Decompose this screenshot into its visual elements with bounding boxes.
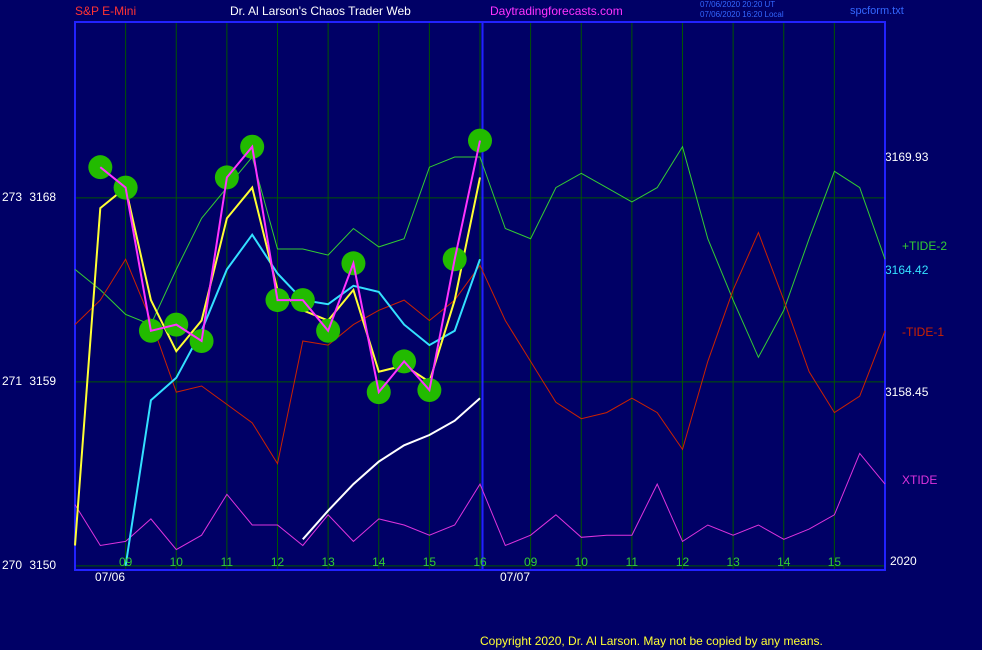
series-line (74, 145, 886, 359)
copyright: Copyright 2020, Dr. Al Larson. May not b… (480, 634, 823, 648)
plot-frame (74, 21, 886, 571)
header-file: spcform.txt (850, 5, 904, 17)
series-line (99, 140, 481, 395)
header-time-ut: 07/06/2020 20:20 UT (700, 0, 775, 9)
x-tick-label: 12 (676, 555, 690, 569)
y-tick-label: 273 3168 (2, 190, 56, 204)
x-tick-label: 09 (524, 555, 538, 569)
grid (74, 21, 886, 571)
x-tick-label: 13 (321, 555, 335, 569)
legend-label: XTIDE (902, 473, 937, 487)
header-left: S&P E-Mini (75, 4, 136, 18)
x-tick-label: 11 (221, 555, 234, 569)
price-annotation: 3169.93 (885, 150, 929, 164)
price-annotation: 3164.42 (885, 263, 929, 277)
price-dot (88, 155, 113, 180)
year-label: 2020 (890, 554, 917, 568)
plot (74, 128, 886, 567)
date-label: 07/06 (95, 570, 125, 584)
series-line (74, 231, 886, 466)
x-tick-label: 12 (271, 555, 285, 569)
x-tick-label: 16 (473, 555, 487, 569)
price-annotation: 3158.45 (885, 385, 929, 399)
series-line (302, 397, 481, 540)
price-dot (468, 128, 492, 153)
header-time-local: 07/06/2020 16:20 Local (700, 10, 784, 19)
date-label: 07/07 (500, 570, 530, 584)
x-tick-label: 14 (372, 555, 386, 569)
x-tick-label: 10 (170, 555, 184, 569)
y-tick-label: 271 3159 (2, 374, 56, 388)
x-tick-label: 09 (119, 555, 133, 569)
x-tick-label: 13 (726, 555, 740, 569)
x-tick-label: 15 (828, 555, 842, 569)
series-line (74, 452, 886, 551)
x-tick-label: 15 (423, 555, 437, 569)
legend-label: +TIDE-2 (902, 239, 947, 253)
chart-title: Dr. Al Larson's Chaos Trader Web (230, 4, 411, 18)
x-tick-label: 14 (777, 555, 791, 569)
x-tick-label: 11 (626, 555, 639, 569)
x-tick-label: 10 (575, 555, 589, 569)
header-site: Daytradingforecasts.com (490, 4, 623, 18)
legend-label: -TIDE-1 (902, 325, 944, 339)
y-tick-label: 270 3150 (2, 558, 56, 572)
